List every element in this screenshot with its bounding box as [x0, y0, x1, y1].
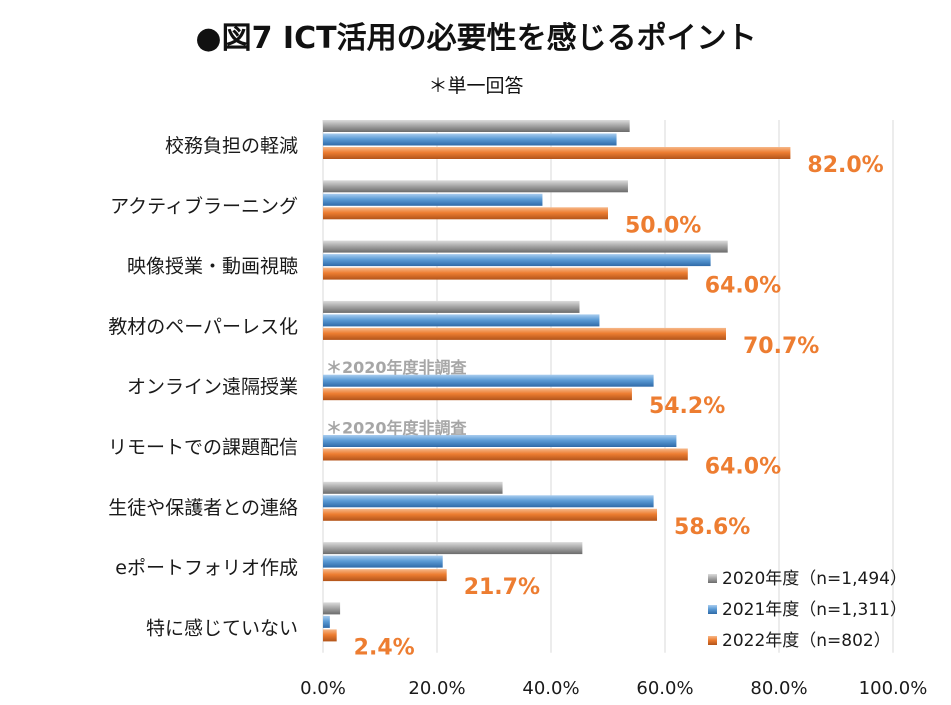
- chart-subtitle: ＊単一回答: [428, 75, 523, 97]
- legend-swatch-2021: [708, 605, 717, 614]
- bar-s2021: [323, 615, 330, 628]
- bar-s2021: [323, 374, 654, 387]
- bar-s2022: [323, 569, 447, 582]
- bar-s2021: [323, 495, 654, 508]
- title-bullet: ●: [195, 21, 221, 56]
- legend-label-2022: 2022年度（n=802）: [722, 631, 891, 651]
- legend: 2020年度（n=1,494） 2021年度（n=1,311） 2022年度（n…: [708, 569, 907, 651]
- data-label-2022: 58.6%: [674, 515, 750, 540]
- bar-s2020: [323, 602, 341, 615]
- bar-s2020: [323, 481, 503, 494]
- x-tick-label: 80.0%: [750, 678, 807, 699]
- bar-s2021: [323, 254, 711, 267]
- category-label: アクティブラーニング: [110, 194, 298, 217]
- category-label: eポートフォリオ作成: [115, 557, 298, 579]
- data-label-2022: 21.7%: [464, 575, 540, 600]
- data-labels: 82.0% 50.0% 64.0% 70.7% 54.2% 64.0% 58.6% 21.7%…: [326, 153, 884, 660]
- bar-s2022: [323, 388, 632, 401]
- bar-s2021: [323, 314, 600, 327]
- not-surveyed-note: ＊2020年度非調査: [326, 358, 467, 377]
- bar-s2022: [323, 508, 658, 521]
- bar-s2020: [323, 542, 583, 555]
- bar-s2022: [323, 629, 337, 642]
- bar-s2021: [323, 133, 617, 146]
- data-label-2022: 2.4%: [354, 635, 415, 660]
- category-label: 校務負担の軽減: [165, 135, 298, 157]
- bar-s2022: [323, 267, 688, 280]
- bar-s2022: [323, 327, 726, 340]
- category-label: 生徒や保護者との連絡: [108, 497, 298, 519]
- x-tick-label: 60.0%: [636, 678, 693, 699]
- data-label-2022: 64.0%: [705, 455, 781, 480]
- bar-s2021: [323, 193, 543, 206]
- bar-s2020: [323, 180, 628, 193]
- legend-swatch-2022: [708, 636, 717, 645]
- x-tick-label: 0.0%: [300, 678, 346, 699]
- data-label-2022: 64.0%: [705, 274, 781, 299]
- legend-item-2022: 2022年度（n=802）: [708, 631, 891, 651]
- bar-s2020: [323, 120, 630, 132]
- legend-item-2020: 2020年度（n=1,494）: [708, 569, 907, 589]
- x-tick-label: 100.0%: [859, 678, 928, 699]
- bars: [323, 120, 791, 642]
- category-label: 特に感じていない: [146, 617, 298, 639]
- x-tick-label: 20.0%: [408, 678, 465, 699]
- category-label: 映像授業・動画視聴: [127, 256, 298, 278]
- legend-label-2021: 2021年度（n=1,311）: [722, 600, 907, 620]
- legend-swatch-2020: [708, 574, 717, 583]
- x-axis-ticks: 0.0% 20.0% 40.0% 60.0% 80.0% 100.0%: [300, 678, 927, 699]
- legend-label-2020: 2020年度（n=1,494）: [722, 569, 907, 589]
- bar-s2022: [323, 147, 791, 159]
- data-label-2022: 82.0%: [807, 153, 883, 178]
- bar-s2022: [323, 207, 608, 220]
- bar-s2022: [323, 448, 688, 461]
- bar-s2021: [323, 435, 677, 447]
- data-label-2022: 50.0%: [625, 213, 701, 238]
- data-label-2022: 70.7%: [743, 334, 819, 359]
- category-label: オンライン遠隔授業: [127, 376, 298, 398]
- bar-s2020: [323, 300, 580, 313]
- x-tick-label: 40.0%: [522, 678, 579, 699]
- data-label-2022: 54.2%: [649, 394, 725, 419]
- not-surveyed-note: ＊2020年度非調査: [326, 419, 467, 438]
- category-label: 教材のペーパーレス化: [108, 316, 298, 338]
- legend-item-2021: 2021年度（n=1,311）: [708, 600, 907, 620]
- title-text: 図7 ICT活用の必要性を感じるポイント: [222, 21, 757, 56]
- category-labels: 校務負担の軽減アクティブラーニング映像授業・動画視聴教材のペーパーレス化オンライ…: [108, 135, 298, 639]
- bar-s2020: [323, 240, 728, 253]
- chart-title: ●図7 ICT活用の必要性を感じるポイント: [195, 21, 756, 56]
- category-label: リモートでの課題配信: [108, 437, 298, 459]
- bar-s2021: [323, 555, 443, 568]
